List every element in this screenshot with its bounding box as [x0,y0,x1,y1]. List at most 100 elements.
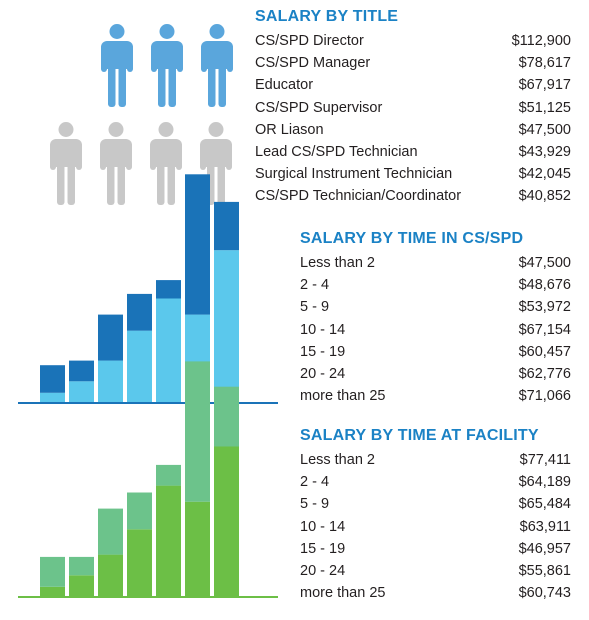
bar-segment-lower [127,330,152,402]
bar-segment-lower [156,298,181,402]
facility-time-salary-row: 5 - 9 $65,484 [300,493,571,515]
title-salary-row: CS/SPD Technician/Coordinator $40,852 [255,185,571,207]
row-label: Lead CS/SPD Technician [255,144,418,161]
person-icon [151,24,183,107]
row-value: $60,457 [518,343,571,360]
title-salary-row: Lead CS/SPD Technician $43,929 [255,141,571,163]
bar-segment-lower [98,554,123,596]
row-label: 5 - 9 [300,496,330,513]
row-label: Less than 2 [300,452,375,468]
row-label: 10 - 14 [300,321,346,338]
bar-segment-lower [214,446,239,596]
row-label: 2 - 4 [300,277,330,294]
row-value: $62,776 [518,366,571,383]
row-label: 20 - 24 [300,563,346,580]
row-label: CS/SPD Supervisor [255,99,383,116]
row-label: 15 - 19 [300,540,346,557]
chart-baseline [18,402,278,404]
bar-segment-lower [214,250,239,402]
cs-time-salary-row: 15 - 19 $60,457 [300,341,571,363]
title-salary-row: CS/SPD Supervisor $51,125 [255,97,571,119]
title-salary-row: CS/SPD Director $112,900 [255,30,571,52]
person-icon [150,122,182,205]
row-value: $67,917 [518,77,571,94]
row-value: $40,852 [518,188,571,205]
cs-time-salary-row: more than 25 $71,066 [300,385,571,407]
salary-by-title-table: CS/SPD Director $112,900 CS/SPD Manager $78… [255,30,571,208]
row-value: $47,500 [518,121,571,138]
bar-segment-lower [69,381,94,402]
row-value: $48,676 [518,277,571,294]
bar-segment-upper [98,508,123,555]
chart-baseline [18,596,278,598]
facility-time-salary-row: Less than 2 $77,411 [300,449,571,471]
facility-time-salary-row: 20 - 24 $55,861 [300,560,571,582]
row-label: 2 - 4 [300,474,330,491]
salary-by-time-at-facility-table: Less than 2 $77,411 2 - 4 $64,189 5 - 9 $65,4… [300,449,571,604]
bar-segment-lower [185,501,210,596]
row-value: $67,154 [518,321,571,338]
person-icon [201,24,233,107]
row-value: $78,617 [518,55,571,72]
bar-segment-upper [214,386,239,447]
row-value: $64,189 [518,474,571,491]
row-label: Less than 2 [300,255,375,271]
row-label: CS/SPD Technician/Coordinator [255,188,462,205]
row-value: $112,900 [511,33,571,49]
row-value: $63,911 [519,518,571,535]
row-label: OR Liason [255,121,324,138]
bar-segment-lower [69,575,94,596]
salary-by-time-at-facility-heading: SALARY BY TIME AT FACILITY [300,427,539,444]
bar-segment-lower [40,586,65,596]
title-salary-row: Surgical Instrument Technician $42,045 [255,163,571,185]
bar-segment-upper [127,293,152,331]
row-value: $60,743 [518,585,571,602]
bar-segment-lower [40,392,65,402]
bar-segment-upper [214,201,239,251]
bar-segment-upper [156,280,181,299]
row-label: 15 - 19 [300,343,346,360]
salary-by-title-heading: SALARY BY TITLE [255,8,399,25]
row-label: more than 25 [300,388,386,405]
cs-time-salary-row: Less than 2 $47,500 [300,252,571,274]
row-value: $42,045 [518,166,571,183]
bar-segment-lower [156,485,181,596]
bar-segment-upper [98,314,123,361]
title-salary-row: OR Liason $47,500 [255,119,571,141]
row-label: more than 25 [300,585,386,602]
bar-segment-lower [127,529,152,596]
cs-time-salary-row: 20 - 24 $62,776 [300,363,571,385]
facility-time-salary-row: more than 25 $60,743 [300,582,571,604]
row-label: 10 - 14 [300,518,346,535]
bar-segment-lower [98,360,123,402]
bar-segment-upper [40,556,65,587]
person-icon [200,122,232,205]
bar-segment-upper [185,361,210,502]
row-value: $46,957 [518,540,571,557]
bar-segment-upper [127,492,152,530]
row-value: $51,125 [518,99,571,116]
facility-time-salary-row: 2 - 4 $64,189 [300,471,571,493]
person-icon [50,122,82,205]
title-salary-row: CS/SPD Manager $78,617 [255,52,571,74]
bar-segment-upper [156,464,181,486]
row-value: $65,484 [518,496,571,513]
row-label: 20 - 24 [300,366,346,383]
title-salary-row: Educator $67,917 [255,74,571,96]
row-label: Surgical Instrument Technician [255,166,453,183]
row-label: CS/SPD Director [255,33,364,49]
row-value: $71,066 [518,388,571,405]
person-icon [100,122,132,205]
bar-segment-upper [69,360,94,382]
person-icon [101,24,133,107]
salary-by-time-in-cs-heading: SALARY BY TIME IN CS/SPD [300,230,524,247]
row-value: $47,500 [518,255,571,271]
bar-segment-upper [69,556,94,576]
facility-time-salary-row: 15 - 19 $46,957 [300,538,571,560]
facility-time-salary-row: 10 - 14 $63,911 [300,516,571,538]
salary-by-time-in-cs-table: Less than 2 $47,500 2 - 4 $48,676 5 - 9 $53,9… [300,252,571,407]
row-value: $55,861 [518,563,571,580]
bar-segment-upper [185,174,210,315]
